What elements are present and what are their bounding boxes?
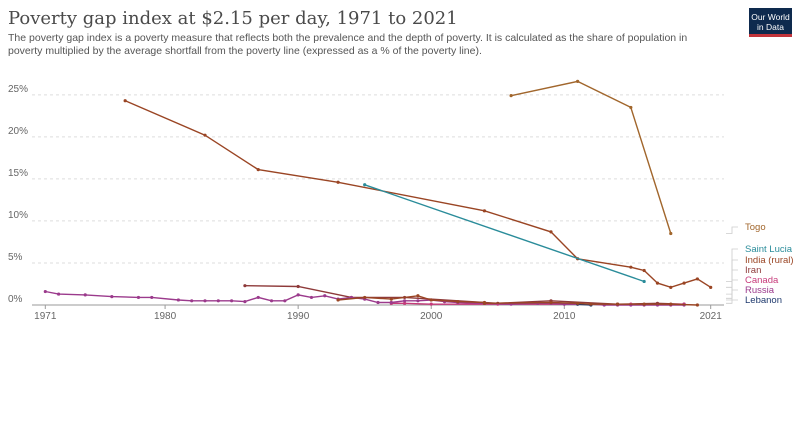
data-point[interactable] [363, 183, 367, 187]
data-point[interactable] [669, 285, 673, 289]
data-point[interactable] [629, 105, 633, 110]
legend-label-iran[interactable]: Iran [745, 265, 761, 276]
data-point[interactable] [283, 299, 287, 303]
y-tick-label: 25% [8, 84, 28, 95]
data-point[interactable] [376, 300, 380, 305]
chart-title: Poverty gap index at $2.15 per day, 1971… [8, 8, 458, 29]
data-point[interactable] [110, 294, 114, 299]
data-point[interactable] [336, 180, 340, 184]
y-tick-label: 0% [8, 294, 23, 305]
legend-connector [726, 226, 738, 234]
data-point[interactable] [669, 231, 673, 236]
data-point[interactable] [549, 230, 553, 234]
data-point[interactable] [549, 300, 553, 305]
data-point[interactable] [363, 295, 367, 300]
legend-connector [726, 279, 738, 299]
data-point[interactable] [150, 295, 154, 300]
legend-connector [726, 289, 738, 301]
data-point[interactable] [243, 284, 247, 288]
x-tick-label: 1971 [34, 311, 57, 322]
data-point[interactable] [57, 292, 61, 296]
x-tick-label: 2010 [553, 311, 576, 322]
data-point[interactable] [176, 298, 180, 302]
logo-line-1: Our World [751, 12, 790, 22]
data-point[interactable] [309, 295, 314, 300]
data-point[interactable] [43, 289, 47, 294]
data-point[interactable] [416, 299, 420, 303]
data-point[interactable] [269, 299, 274, 303]
y-tick-label: 10% [8, 210, 28, 221]
legend-connector [726, 299, 738, 304]
data-point[interactable] [230, 299, 234, 303]
data-point[interactable] [642, 279, 646, 284]
data-point[interactable] [296, 293, 300, 297]
data-point[interactable] [576, 301, 580, 305]
data-point[interactable] [629, 265, 633, 269]
data-point[interactable] [256, 295, 260, 300]
x-axis-ticks: 1971 1980 1990 2000 2010 2021 [34, 305, 722, 322]
data-point[interactable] [482, 209, 487, 213]
data-point[interactable] [709, 285, 713, 289]
data-point[interactable] [83, 293, 87, 297]
y-axis-ticks: 0% 5% 10% 15% 20% 25% [8, 84, 28, 305]
data-point[interactable] [296, 284, 300, 289]
x-tick-label: 2021 [700, 311, 723, 322]
data-point[interactable] [655, 281, 660, 285]
data-point[interactable] [615, 302, 620, 306]
data-point[interactable] [256, 168, 260, 172]
series-line-8[interactable] [484, 301, 698, 306]
legend-label-togo[interactable]: Togo [745, 222, 766, 233]
data-point[interactable] [403, 299, 407, 303]
data-point[interactable] [456, 300, 460, 304]
data-point[interactable] [695, 277, 699, 281]
series-line-0[interactable] [510, 80, 672, 234]
owid-logo[interactable]: Our World in Data [749, 8, 792, 37]
data-point[interactable] [389, 297, 393, 301]
x-tick-label: 1980 [154, 311, 177, 322]
y-tick-label: 20% [8, 126, 28, 137]
data-point[interactable] [243, 300, 247, 304]
legend-label-lebanon[interactable]: Lebanon [745, 295, 782, 306]
chart-subtitle: The poverty gap index is a poverty measu… [8, 32, 688, 57]
legend-label-saint-lucia[interactable]: Saint Lucia [745, 244, 793, 255]
data-point[interactable] [389, 300, 393, 305]
data-point[interactable] [482, 301, 487, 305]
series-line-1[interactable] [124, 100, 712, 289]
data-point[interactable] [123, 99, 127, 103]
data-point[interactable] [336, 298, 340, 302]
data-point[interactable] [216, 299, 220, 303]
y-tick-label: 5% [8, 252, 23, 263]
logo-line-2: in Data [757, 22, 784, 32]
data-point[interactable] [642, 302, 646, 306]
y-tick-label: 15% [8, 168, 28, 179]
data-point[interactable] [190, 299, 194, 303]
data-point[interactable] [323, 294, 327, 298]
legend-label-russia[interactable]: Russia [745, 285, 775, 296]
legend-label-canada[interactable]: Canada [745, 275, 779, 286]
data-point[interactable] [429, 298, 433, 302]
series-line-6[interactable] [577, 303, 591, 306]
series-lines [43, 79, 713, 307]
data-point[interactable] [695, 303, 699, 307]
data-point[interactable] [669, 302, 673, 306]
series-line-2[interactable] [364, 184, 645, 283]
data-point[interactable] [403, 301, 407, 305]
data-point[interactable] [203, 299, 207, 303]
data-point[interactable] [416, 294, 420, 298]
x-tick-label: 2000 [420, 311, 443, 322]
x-tick-label: 1990 [287, 311, 310, 322]
data-point[interactable] [429, 302, 433, 306]
data-point[interactable] [136, 295, 141, 300]
data-point[interactable] [576, 79, 580, 83]
data-point[interactable] [509, 94, 513, 98]
data-point[interactable] [589, 302, 593, 306]
data-point[interactable] [682, 281, 686, 285]
data-point[interactable] [642, 268, 646, 273]
legend-label-india-rural[interactable]: India (rural) [745, 255, 794, 266]
data-point[interactable] [203, 133, 207, 137]
